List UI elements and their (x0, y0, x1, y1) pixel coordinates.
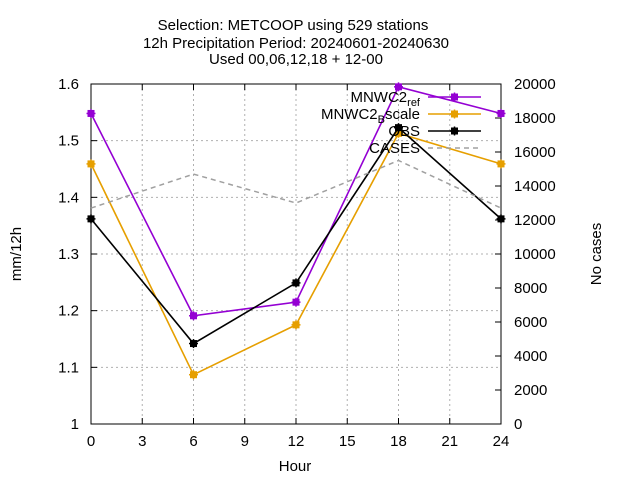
legend-subscript: B (378, 114, 385, 126)
legend-marker-0 (450, 92, 459, 102)
y-tick-label: 1.6 (58, 76, 79, 93)
y2-tick-label: 0 (514, 416, 522, 433)
title-line-2: 12h Precipitation Period: 20240601-20240… (143, 35, 449, 52)
x-tick-label: 18 (390, 433, 407, 450)
y-tick-label: 1.3 (58, 246, 79, 263)
data-point-2-1 (189, 339, 198, 349)
x-axis-label: Hour (279, 458, 312, 475)
y2-tick-label: 14000 (514, 178, 556, 195)
y2-tick-label: 10000 (514, 246, 556, 263)
y-tick-label: 1.2 (58, 303, 79, 320)
series-line-3 (90, 159, 502, 209)
x-tick-label: 15 (339, 433, 356, 450)
y2-tick-label: 16000 (514, 144, 556, 161)
y2-tick-label: 12000 (514, 212, 556, 229)
y-tick-label: 1.1 (58, 359, 79, 376)
data-point-1-4 (496, 159, 506, 169)
data-point-2-0 (86, 214, 96, 224)
legend-label-3: CASES (369, 140, 420, 157)
legend-label-1: MNWC2Bscale (321, 106, 420, 126)
title-line-3: Used 00,06,12,18 + 12-00 (209, 51, 383, 68)
legend-label-2: OBS (388, 123, 420, 140)
x-tick-label: 9 (241, 433, 249, 450)
series-lines (86, 82, 506, 380)
y2-tick-label: 8000 (514, 280, 547, 297)
legend-subscript: ref (407, 97, 421, 109)
y2-axis-label: No cases (588, 223, 605, 286)
title-line-1: Selection: METCOOP using 529 stations (158, 17, 429, 34)
y-tick-label: 1 (71, 416, 79, 433)
chart-title: Selection: METCOOP using 529 stations 12… (143, 17, 449, 68)
y2-tick-label: 4000 (514, 348, 547, 365)
x-tick-label: 0 (87, 433, 95, 450)
data-point-0-1 (189, 311, 198, 321)
data-point-1-2 (291, 320, 301, 330)
x-tick-label: 24 (493, 433, 510, 450)
x-tick-label: 3 (138, 433, 146, 450)
data-point-0-2 (291, 297, 301, 307)
x-tick-label: 21 (441, 433, 458, 450)
x-tick-label: 6 (189, 433, 197, 450)
data-point-0-4 (496, 108, 506, 118)
data-point-2-2 (291, 278, 301, 288)
plot-border (90, 83, 502, 425)
legend-suffix: scale (385, 106, 420, 123)
y2-tick-label: 18000 (514, 110, 556, 127)
y-axis-label: mm/12h (8, 227, 25, 281)
legend-marker-2 (450, 126, 459, 136)
data-point-0-0 (86, 108, 96, 118)
x-tick-label: 12 (288, 433, 305, 450)
data-point-1-0 (86, 159, 96, 169)
data-point-1-1 (189, 370, 198, 380)
data-point-2-4 (496, 214, 506, 224)
legend-label-0: MNWC2ref (350, 89, 420, 109)
grid-lines (91, 84, 501, 424)
axes: 0 3 6 9 12 15 18 21 24 1 1.1 1.2 1.3 1.4 1.5 1.6 0 2000 40… (58, 76, 556, 450)
data-point-0-3 (394, 82, 403, 92)
y2-tick-label: 2000 (514, 382, 547, 399)
legend-marker-1 (450, 109, 459, 119)
y-tick-label: 1.5 (58, 133, 79, 150)
y2-tick-label: 20000 (514, 76, 556, 93)
y2-tick-label: 6000 (514, 314, 547, 331)
data-point-2-3 (394, 123, 403, 133)
y-tick-label: 1.4 (58, 189, 79, 206)
